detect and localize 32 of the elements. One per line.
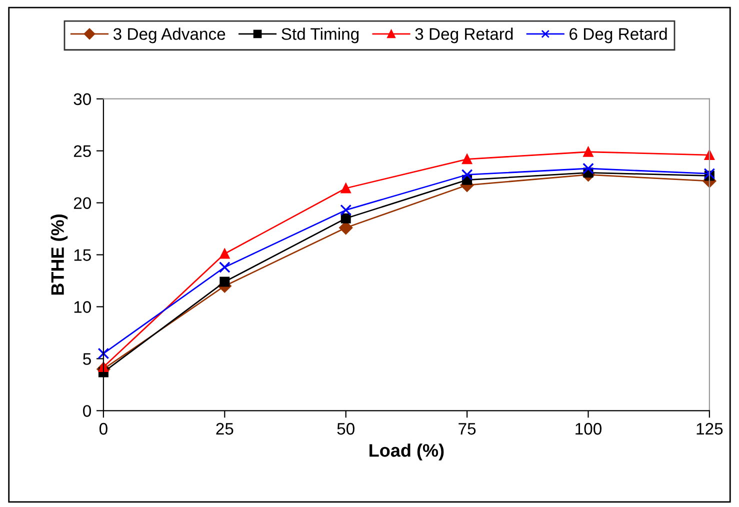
y-axis-title: BTHE (%)	[50, 214, 68, 295]
y-tick-label: 0	[83, 405, 92, 417]
point	[218, 262, 230, 273]
point	[340, 213, 351, 224]
point	[340, 183, 351, 194]
x-tick-label: 125	[696, 422, 723, 435]
point	[98, 348, 110, 360]
x-tick-label: 25	[216, 422, 234, 435]
y-tick-label: 15	[74, 249, 91, 261]
y-tick-label: 20	[74, 197, 92, 210]
point	[462, 154, 472, 164]
x-tick-label: 100	[576, 422, 602, 435]
x-tick-label: 75	[458, 423, 476, 435]
point	[220, 276, 230, 287]
y-tick-label: 10	[74, 301, 92, 313]
point	[339, 221, 353, 234]
x-axis-title: Load (%)	[370, 444, 444, 460]
point	[583, 146, 594, 157]
legend-label: 6 Deg Retard	[570, 28, 667, 44]
point	[704, 168, 716, 180]
x-tick-label: 0	[99, 422, 108, 435]
point	[220, 248, 230, 259]
y-tick-label: 25	[74, 145, 91, 158]
point	[340, 204, 352, 216]
y-tick-label: 30	[74, 93, 92, 106]
point	[582, 162, 594, 174]
y-tick-label: 5	[83, 353, 91, 365]
point	[461, 169, 473, 180]
x-tick-label: 50	[337, 422, 354, 435]
legend-label: Std Timing	[282, 28, 359, 44]
legend-label: 3 Deg Retard	[415, 28, 513, 44]
legend-label: 3 Deg Advance	[113, 28, 226, 44]
